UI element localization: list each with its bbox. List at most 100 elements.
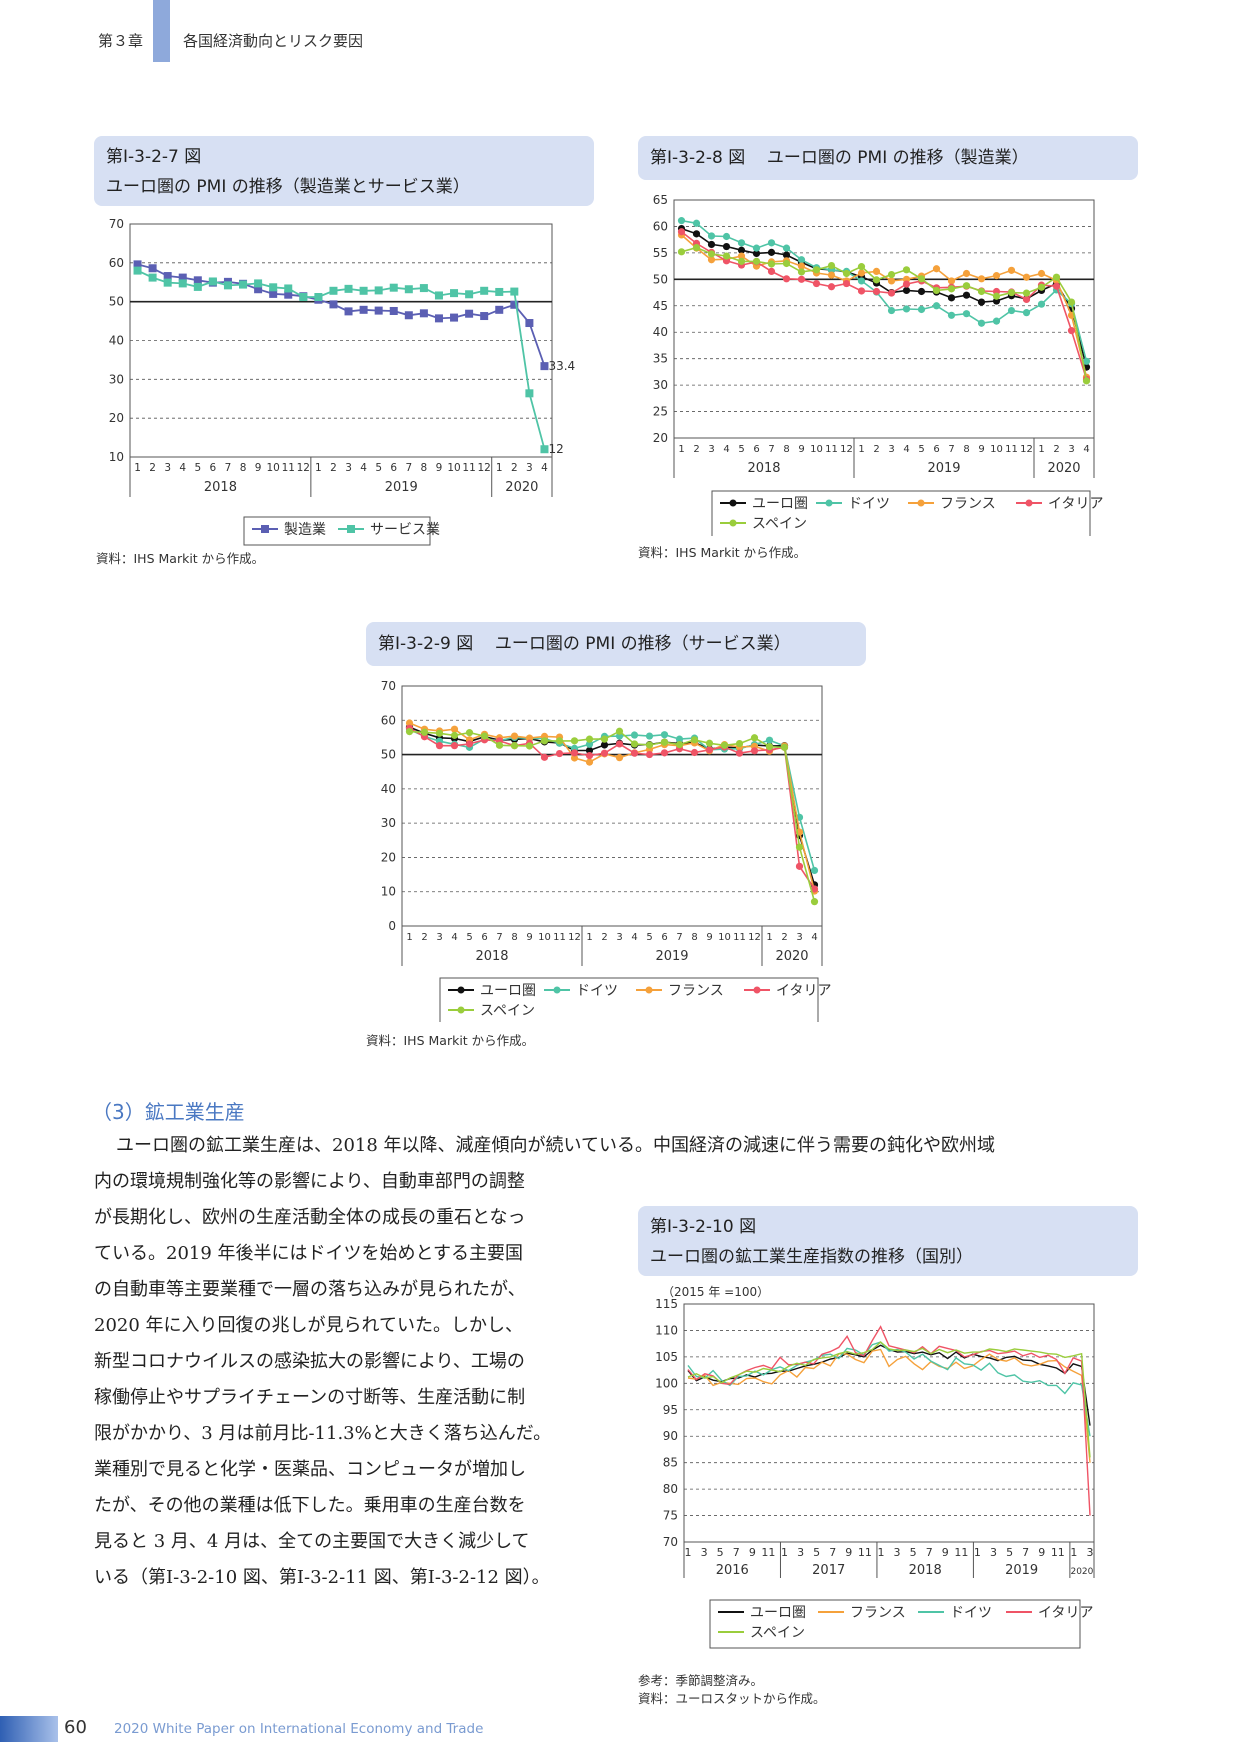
legend-label: スペイン: [750, 1625, 805, 1641]
legend-box: [439, 977, 819, 1022]
data-point: [797, 268, 806, 276]
y-tick-label: 85: [663, 1456, 678, 1470]
y-tick-label: 30: [381, 816, 396, 830]
data-point: [810, 866, 819, 875]
data-point: [178, 279, 187, 288]
plot-frame: [683, 1303, 1095, 1543]
data-point: [1067, 298, 1076, 306]
x-tick-label: 7: [768, 444, 774, 455]
data-point: [540, 445, 549, 454]
data-point: [857, 263, 866, 271]
x-tick-label: 8: [511, 932, 517, 943]
x-tick-label: 3: [888, 444, 894, 455]
data-point: [510, 732, 519, 740]
section-first-line: ユーロ圏の鉱工業生産は、2018 年以降、減産傾向が続いている。中国経済の減速に…: [116, 1135, 995, 1156]
data-point: [735, 740, 744, 748]
data-point: [735, 749, 744, 757]
x-tick-label: 11: [1005, 444, 1018, 455]
legend-label: イタリア: [776, 983, 831, 999]
data-point: [932, 265, 941, 273]
data-point: [389, 306, 398, 315]
data-point: [810, 898, 819, 906]
data-point: [630, 740, 639, 748]
x-tick-label: 1: [781, 1546, 788, 1559]
data-point: [344, 284, 353, 293]
x-tick-label: 11: [1051, 1546, 1065, 1559]
data-point: [705, 746, 714, 754]
x-tick-label: 5: [466, 932, 472, 943]
data-point: [1007, 288, 1016, 297]
x-tick-label: 3: [526, 462, 533, 474]
data-point: [795, 862, 804, 870]
series-line-ユーロ圏: [687, 1344, 1091, 1426]
data-point: [782, 251, 791, 259]
x-tick-label: 4: [811, 932, 817, 943]
series-line-フランス: [409, 722, 816, 892]
data-point: [962, 310, 971, 318]
data-point: [600, 741, 609, 749]
data-point: [782, 275, 791, 283]
legend-box: [243, 516, 431, 546]
data-point: [1022, 295, 1031, 304]
series-line-スペイン: [681, 246, 1088, 382]
data-point: [163, 272, 172, 281]
legend-label: 製造業: [284, 522, 326, 538]
data-point: [1037, 283, 1046, 291]
year-label: 2019: [1005, 1563, 1038, 1578]
x-tick-label: 9: [255, 462, 262, 474]
data-point: [555, 749, 564, 758]
data-point: [722, 252, 731, 260]
legend-marker: [457, 986, 465, 994]
data-point: [947, 311, 956, 319]
y-tick-label: 20: [653, 431, 668, 445]
legend-marker: [261, 525, 269, 533]
data-point: [1022, 289, 1031, 297]
body-line: 内の環境規制強化等の影響により、自動車部門の調整: [94, 1171, 525, 1192]
legend-label: フランス: [850, 1605, 906, 1621]
x-tick-label: 1: [974, 1546, 981, 1559]
x-tick-label: 9: [798, 444, 804, 455]
data-point: [269, 283, 278, 292]
data-point: [420, 728, 429, 736]
data-point: [752, 244, 761, 252]
data-point: [465, 309, 474, 318]
legend-marker: [729, 499, 737, 507]
data-point: [404, 285, 413, 294]
x-tick-label: 5: [738, 444, 744, 455]
data-point: [645, 732, 654, 740]
body-line: たが、その他の業種は低下した。乗用車の生産台数を: [94, 1495, 526, 1516]
data-point: [692, 219, 701, 227]
x-tick-label: 6: [753, 444, 759, 455]
data-point: [977, 275, 986, 283]
x-tick-label: 2: [601, 932, 607, 943]
data-point: [1082, 377, 1091, 385]
data-point: [795, 843, 804, 851]
data-point: [1022, 273, 1031, 281]
series-line-ドイツ: [687, 1341, 1091, 1437]
y-tick-label: 60: [653, 219, 668, 233]
x-tick-label: 10: [810, 444, 823, 455]
y-axis-unit: （2015 年 =100）: [662, 1285, 769, 1299]
x-tick-label: 10: [718, 932, 731, 943]
data-point: [812, 266, 821, 274]
data-point: [585, 752, 594, 760]
data-point: [1007, 306, 1016, 315]
data-point: [917, 287, 926, 296]
x-tick-label: 5: [194, 462, 201, 474]
data-point: [737, 252, 746, 260]
x-tick-label: 1: [496, 462, 503, 474]
data-point: [1052, 273, 1061, 281]
x-tick-label: 1: [134, 462, 141, 474]
x-tick-label: 12: [568, 932, 581, 943]
data-point: [872, 267, 881, 275]
data-point: [540, 737, 549, 745]
y-tick-label: 70: [381, 679, 396, 693]
data-point: [857, 277, 866, 285]
data-point: [842, 269, 851, 278]
y-tick-label: 95: [663, 1403, 678, 1417]
x-tick-label: 9: [749, 1546, 756, 1559]
y-tick-label: 0: [388, 919, 396, 933]
